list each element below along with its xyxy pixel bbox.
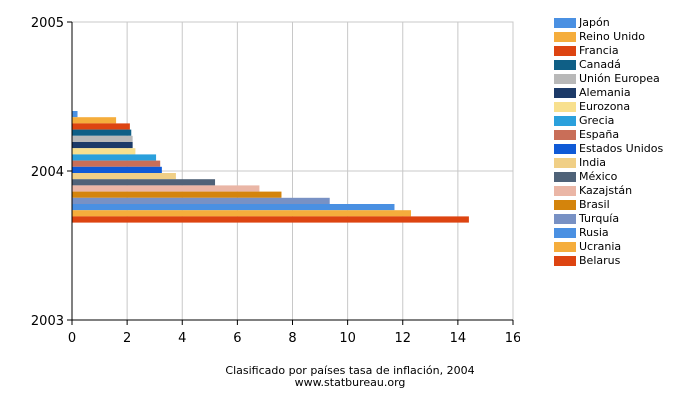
legend-swatch: [554, 88, 576, 98]
legend-label: Brasil: [579, 198, 610, 211]
legend-swatch: [554, 18, 576, 28]
y-tick-label: 2004: [31, 165, 64, 180]
legend-swatch: [554, 60, 576, 70]
legend-item: Canadá: [554, 58, 700, 72]
legend-label: México: [579, 170, 618, 183]
legend-swatch: [554, 46, 576, 56]
legend-label: India: [579, 156, 606, 169]
legend-item: India: [554, 156, 700, 170]
legend-item: Brasil: [554, 198, 700, 212]
legend-label: Francia: [579, 44, 619, 57]
bar-turquía: [72, 197, 330, 204]
legend-label: Unión Europea: [579, 72, 660, 85]
bar-belarus: [72, 216, 469, 223]
legend-item: México: [554, 170, 700, 184]
chart-subtitle: www.statbureau.org: [294, 376, 406, 389]
bar-españa: [72, 160, 161, 167]
legend-label: España: [579, 128, 620, 141]
legend-swatch: [554, 74, 576, 84]
bar-kazajstán: [72, 185, 260, 192]
bar-ucrania: [72, 210, 412, 217]
legend-item: Reino Unido: [554, 30, 700, 44]
legend-swatch: [554, 256, 576, 266]
x-tick-label: 6: [233, 331, 241, 346]
legend-item: Francia: [554, 44, 700, 58]
x-tick-label: 0: [68, 331, 76, 346]
bar-estados-unidos: [72, 166, 162, 173]
bar-alemania: [72, 142, 133, 149]
x-axis-ticks: 0 2 4 6 8 10 12 14 16: [68, 320, 520, 346]
legend-label: Grecia: [579, 114, 615, 127]
bar-rusia: [72, 204, 395, 211]
bar-reino-unido: [72, 117, 117, 124]
legend-item: Estados Unidos: [554, 142, 700, 156]
legend-item: Eurozona: [554, 100, 700, 114]
legend: Japón Reino Unido Francia Canadá Unión Europ…: [554, 16, 700, 268]
legend-swatch: [554, 214, 576, 224]
legend-label: Alemania: [579, 86, 631, 99]
legend-item: Ucrania: [554, 240, 700, 254]
bar-eurozona: [72, 148, 136, 155]
legend-swatch: [554, 32, 576, 42]
legend-label: Kazajstán: [579, 184, 633, 197]
legend-swatch: [554, 116, 576, 126]
x-tick-label: 10: [339, 331, 356, 346]
x-tick-label: 12: [394, 331, 411, 346]
legend-label: Japón: [579, 16, 610, 29]
legend-label: Estados Unidos: [579, 142, 664, 155]
legend-swatch: [554, 130, 576, 140]
legend-swatch: [554, 200, 576, 210]
legend-item: Unión Europea: [554, 72, 700, 86]
chart-title: Clasificado por países tasa de inflación…: [225, 364, 475, 377]
legend-item: Alemania: [554, 86, 700, 100]
bar-grecia: [72, 154, 157, 161]
x-tick-label: 8: [288, 331, 296, 346]
x-tick-label: 2: [123, 331, 131, 346]
legend-swatch: [554, 144, 576, 154]
x-tick-label: 14: [450, 331, 467, 346]
legend-item: Grecia: [554, 114, 700, 128]
legend-label: Eurozona: [579, 100, 631, 113]
bar-japón: [72, 111, 78, 118]
legend-item: Belarus: [554, 254, 700, 268]
legend-item: Japón: [554, 16, 700, 30]
x-tick-label: 4: [178, 331, 186, 346]
legend-swatch: [554, 158, 576, 168]
legend-swatch: [554, 186, 576, 196]
bar-unión-europea: [72, 135, 133, 142]
y-axis-ticks: 2005 2004 2003: [31, 16, 72, 329]
y-tick-label: 2003: [31, 314, 64, 329]
legend-label: Rusia: [579, 226, 609, 239]
legend-swatch: [554, 172, 576, 182]
bars-group: [72, 111, 469, 223]
bar-méxico: [72, 179, 216, 186]
legend-item: Turquía: [554, 212, 700, 226]
legend-label: Ucrania: [579, 240, 622, 253]
bar-canadá: [72, 129, 132, 136]
legend-item: Kazajstán: [554, 184, 700, 198]
legend-label: Canadá: [579, 58, 621, 71]
legend-label: Reino Unido: [579, 30, 645, 43]
bar-brasil: [72, 191, 282, 198]
legend-swatch: [554, 102, 576, 112]
legend-label: Belarus: [579, 254, 621, 267]
bar-chart: 0 2 4 6 8 10 12 14 16 2005 2004 2003: [31, 16, 520, 346]
bar-francia: [72, 123, 130, 130]
legend-item: España: [554, 128, 700, 142]
legend-label: Turquía: [579, 212, 620, 225]
legend-item: Rusia: [554, 226, 700, 240]
legend-swatch: [554, 228, 576, 238]
x-tick-label: 16: [505, 331, 520, 346]
bar-india: [72, 173, 176, 180]
y-tick-label: 2005: [31, 16, 64, 31]
legend-swatch: [554, 242, 576, 252]
